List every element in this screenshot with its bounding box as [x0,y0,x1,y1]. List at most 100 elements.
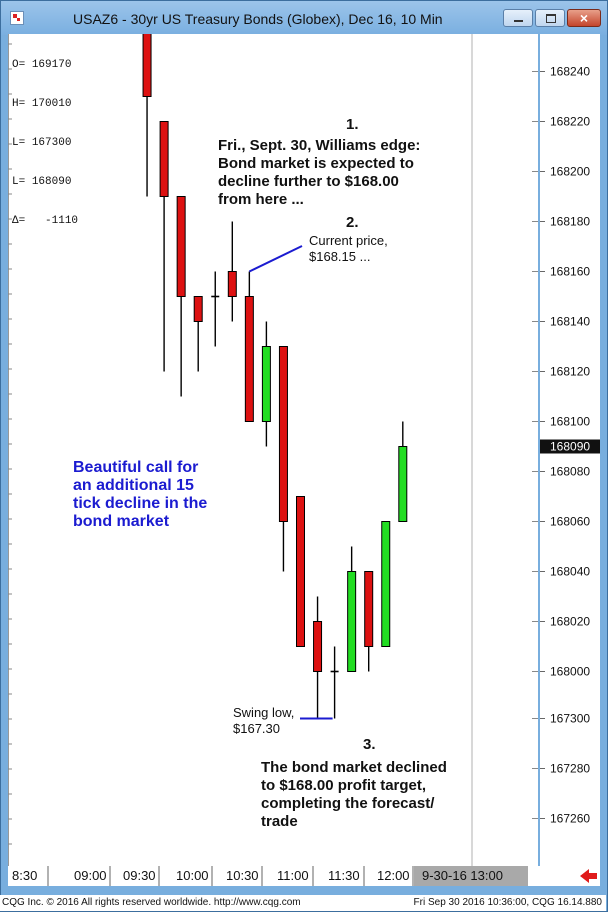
candle [278,346,288,572]
y-tick-label: 167280 [550,762,590,776]
x-highlight-box [414,866,528,886]
swing-low-annotation: Swing low, $167.30 [233,705,294,737]
minimize-button[interactable] [503,9,533,27]
x-tick-label: 09:30 [123,868,156,883]
candle [142,21,152,197]
candle-body-down [193,296,203,322]
timestamp-text: Fri Sep 30 2016 10:36:00, CQG 16.14.880 [413,897,602,908]
candle-body-down [244,296,254,422]
ohlc-last: L= 168090 [12,176,72,188]
beautiful-call-line: an additional 15 [73,477,194,494]
candle [193,296,203,372]
y-tick-label: 168240 [550,65,590,79]
candle-body-up [381,521,391,647]
candle [159,121,169,372]
cqg-app-icon[interactable] [10,11,24,25]
window-title: USAZ6 - 30yr US Treasury Bonds (Globex),… [73,11,443,27]
x-tick-label: 10:00 [176,868,209,883]
candle [261,321,271,447]
candle-body-down [296,496,305,647]
declined-line: The bond market declined [261,759,447,776]
forecast-line: decline further to $168.00 [218,173,399,190]
y-tick-label: 168020 [550,615,590,629]
time-axis[interactable]: 8:30 09:00 09:30 10:00 10:30 11:00 11:30 12:00 9… [8,866,600,886]
candle [313,596,323,719]
candle-body-down [159,121,169,197]
candle [211,271,220,347]
y-tick-label: 167300 [550,712,590,726]
x-tick-label: 11:30 [328,868,360,883]
maximize-icon [546,14,556,23]
maximize-button[interactable] [535,9,565,27]
y-tick-label: 168180 [550,215,590,229]
beautiful-call-line: bond market [73,513,170,530]
candlestick-chart [8,20,538,870]
minimize-icon [514,20,523,22]
close-icon: × [579,10,589,26]
x-tick-label: 10:30 [226,868,259,883]
chart-plot-area[interactable] [8,20,538,870]
forecast-line: Fri., Sept. 30, Williams edge: [218,137,421,154]
time-axis-svg: 8:30 09:00 09:30 10:00 10:30 11:00 11:30 12:00 9… [12,866,528,886]
current-price-annotation: Current price, $168.15 ... [309,233,388,265]
y-tick-label: 168040 [550,565,590,579]
x-tick-label: 09:00 [74,868,107,883]
declined-line: trade [261,813,298,830]
price-axis-svg: 168240 168220 168200 168180 168160 168140 1681… [540,65,600,826]
beautiful-call-annotation: Beautiful call for an additional 15 tick… [73,459,207,531]
current-price-pointer [248,245,303,273]
ohlc-readout: O= 169170 H= 170010 L= 167300 L= 168090 … [12,33,78,241]
declined-annotation: The bond market declined to $168.00 prof… [261,759,447,831]
forecast-annotation: Fri., Sept. 30, Williams edge: Bond mark… [218,137,420,209]
y-tick-label: 168080 [550,465,590,479]
x-tick-label: 8:30 [12,868,37,883]
title-bar[interactable]: USAZ6 - 30yr US Treasury Bonds (Globex),… [1,1,607,35]
candle-body-down [313,621,323,672]
candle-body-down [176,196,186,297]
current-price-line: $168.15 ... [309,249,371,264]
y-tick-label: 168060 [550,515,590,529]
candle-body-up [261,346,271,422]
status-bar: CQG Inc. © 2016 All rights reserved worl… [0,895,606,911]
candle-body-down [142,21,152,97]
beautiful-call-line: Beautiful call for [73,459,199,476]
ohlc-open: O= 169170 [12,59,72,71]
red-left-arrow-icon [580,869,597,883]
ohlc-high: H= 170010 [12,98,72,110]
y-tick-label: 168200 [550,165,590,179]
annotation-number-3: 3. [363,736,376,753]
declined-line: completing the forecast/ [261,795,435,812]
y-tick-label: 168120 [550,365,590,379]
declined-line: to $168.00 profit target, [261,777,427,794]
last-price-label: 168090 [550,440,590,454]
ohlc-low: L= 167300 [12,137,72,149]
candle [398,421,408,522]
candle-body-down [364,571,374,647]
candle [381,521,391,647]
scroll-left-button[interactable] [577,866,599,886]
beautiful-call-line: tick decline in the [73,495,208,512]
copyright-text: CQG Inc. © 2016 All rights reserved worl… [2,897,301,908]
y-tick-label: 168000 [550,665,590,679]
last-price-box [540,439,600,454]
candle-body-up [398,446,408,522]
swing-low-line: Swing low, [233,705,295,720]
current-price-line: Current price, [309,233,388,248]
candle [330,646,339,719]
candle-body-down [227,271,237,297]
forecast-line: from here ... [218,191,304,208]
candle-body-up [347,571,357,672]
y-tick-label: 168160 [550,265,590,279]
annotation-number-2: 2. [346,214,359,231]
candle [244,271,254,422]
candle [176,196,186,397]
swing-low-line: $167.30 [233,721,280,736]
candle [347,546,357,672]
forecast-line: Bond market is expected to [218,155,414,172]
price-axis[interactable]: 168240 168220 168200 168180 168160 168140 1681… [540,34,600,866]
x-highlight-label: 9-30-16 13:00 [422,868,503,883]
candle [296,496,305,647]
candle-body-down [278,346,288,522]
x-tick-label: 12:00 [377,868,410,883]
close-button[interactable]: × [567,9,601,27]
